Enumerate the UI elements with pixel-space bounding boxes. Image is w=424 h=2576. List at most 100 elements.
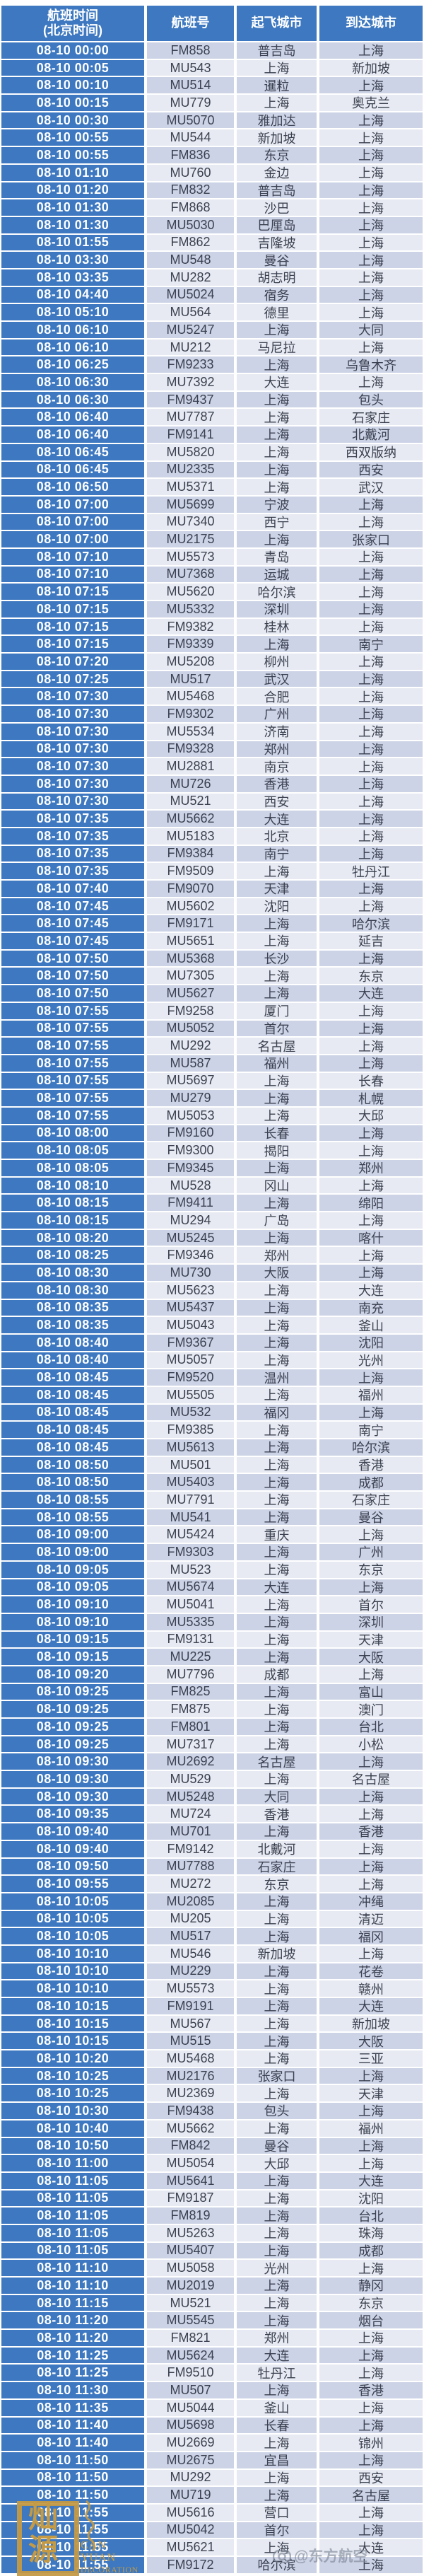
flight-no-cell: MU532	[147, 1404, 234, 1421]
from-city-cell: 上海	[237, 461, 317, 478]
to-city-cell: 上海	[319, 269, 423, 286]
time-cell: 08-10 06:25	[1, 356, 144, 373]
to-city-cell: 上海	[319, 129, 423, 146]
from-city-cell: 柳州	[237, 654, 317, 670]
from-city-cell: 西安	[237, 793, 317, 810]
from-city-cell: 上海	[237, 1299, 317, 1316]
time-cell: 08-10 01:10	[1, 164, 144, 181]
from-city-cell: 上海	[237, 985, 317, 1002]
from-city-cell: 宁波	[237, 496, 317, 513]
from-city-cell: 上海	[237, 2050, 317, 2067]
time-cell: 08-10 07:00	[1, 531, 144, 547]
time-cell: 08-10 09:05	[1, 1561, 144, 1578]
from-city-cell: 上海	[237, 356, 317, 373]
to-city-cell: 南充	[319, 1299, 423, 1316]
time-cell: 08-10 07:55	[1, 1020, 144, 1037]
time-cell: 08-10 07:30	[1, 775, 144, 792]
flight-no-cell: FM9328	[147, 741, 234, 758]
to-city-cell: 札幌	[319, 1090, 423, 1106]
to-city-cell: 长春	[319, 1072, 423, 1089]
flight-no-cell: FM868	[147, 199, 234, 216]
canyuan-seal-watermark: 灿 源 CAN YUAN DECORATION	[13, 2498, 138, 2576]
flight-schedule-table: 航班时间 (北京时间) 航班号 起飞城市 到达城市 08-10 00:00 FM8…	[1, 6, 423, 2573]
flight-no-cell: MU521	[147, 2294, 234, 2311]
flight-no-cell: MU7788	[147, 1858, 234, 1875]
time-cell: 08-10 08:45	[1, 1422, 144, 1438]
time-cell: 08-10 09:05	[1, 1579, 144, 1596]
to-city-cell: 石家庄	[319, 409, 423, 426]
to-city-cell: 上海	[319, 77, 423, 94]
from-city-cell: 青岛	[237, 548, 317, 565]
seal-english-line1: CAN YUAN	[81, 2539, 117, 2564]
flight-no-cell: MU7340	[147, 514, 234, 530]
flight-no-cell: MU2176	[147, 2067, 234, 2084]
time-cell: 08-10 07:10	[1, 548, 144, 565]
to-city-cell: 上海	[319, 496, 423, 513]
from-city-cell: 宿务	[237, 286, 317, 303]
flight-no-cell: MU587	[147, 1055, 234, 1072]
to-city-cell: 哈尔滨	[319, 915, 423, 932]
flight-no-cell: MU2692	[147, 1753, 234, 1770]
to-city-cell: 上海	[319, 601, 423, 617]
from-city-cell: 新加坡	[237, 129, 317, 146]
time-cell: 08-10 10:20	[1, 2050, 144, 2067]
to-city-cell: 上海	[319, 2399, 423, 2416]
time-cell: 08-10 07:15	[1, 636, 144, 653]
time-cell: 08-10 06:45	[1, 443, 144, 460]
time-cell: 08-10 10:10	[1, 1963, 144, 1980]
time-cell: 08-10 11:05	[1, 2224, 144, 2241]
flight-no-cell: MU523	[147, 1561, 234, 1578]
to-city-cell: 上海	[319, 793, 423, 810]
time-cell: 08-10 09:25	[1, 1683, 144, 1700]
time-cell: 08-10 10:10	[1, 1980, 144, 1997]
from-city-cell: 上海	[237, 1910, 317, 1927]
from-city-cell: 上海	[237, 1963, 317, 1980]
time-cell: 08-10 11:55	[1, 2557, 144, 2573]
from-city-cell: 牡丹江	[237, 2365, 317, 2381]
from-city-cell: 德里	[237, 304, 317, 320]
time-cell: 08-10 09:15	[1, 1631, 144, 1648]
from-city-cell: 上海	[237, 1561, 317, 1578]
to-city-cell: 郑州	[319, 1160, 423, 1176]
flight-no-cell: MU5030	[147, 216, 234, 233]
flight-no-cell: FM9411	[147, 1195, 234, 1212]
time-cell: 08-10 09:40	[1, 1840, 144, 1857]
flight-no-cell: MU517	[147, 1928, 234, 1944]
from-city-cell: 张家口	[237, 2067, 317, 2084]
time-cell: 08-10 09:25	[1, 1701, 144, 1717]
flight-no-cell: MU5041	[147, 1596, 234, 1613]
time-cell: 08-10 10:40	[1, 2120, 144, 2137]
flight-no-cell: MU5505	[147, 1386, 234, 1403]
to-city-cell: 上海	[319, 950, 423, 967]
flight-no-cell: FM9437	[147, 391, 234, 408]
to-city-cell: 上海	[319, 1840, 423, 1857]
to-city-cell: 上海	[319, 199, 423, 216]
from-city-cell: 上海	[237, 1683, 317, 1700]
flight-no-cell: MU5662	[147, 2120, 234, 2137]
to-city-cell: 武汉	[319, 479, 423, 495]
from-city-cell: 郑州	[237, 2330, 317, 2346]
from-city-cell: 东京	[237, 147, 317, 163]
from-city-cell: 普吉岛	[237, 42, 317, 59]
flight-no-cell: MU529	[147, 1771, 234, 1787]
from-city-cell: 上海	[237, 1352, 317, 1369]
flight-no-cell: MU5263	[147, 2224, 234, 2241]
to-city-cell: 南宁	[319, 1422, 423, 1438]
time-cell: 08-10 08:55	[1, 1492, 144, 1508]
time-cell: 08-10 08:10	[1, 1177, 144, 1194]
to-city-cell: 福冈	[319, 1928, 423, 1944]
to-city-cell: 上海	[319, 2365, 423, 2381]
to-city-cell: 烟台	[319, 2312, 423, 2329]
to-city-cell: 上海	[319, 234, 423, 251]
from-city-cell: 沈阳	[237, 898, 317, 915]
to-city-cell: 东京	[319, 968, 423, 985]
to-city-cell: 福州	[319, 1386, 423, 1403]
time-cell: 08-10 11:25	[1, 2347, 144, 2364]
flight-no-cell: MU2369	[147, 2085, 234, 2102]
flight-no-cell: MU5052	[147, 1020, 234, 1037]
to-city-cell: 上海	[319, 706, 423, 722]
to-city-cell: 张家口	[319, 531, 423, 547]
to-city-cell: 名古屋	[319, 1771, 423, 1787]
flight-no-cell: MU7317	[147, 1736, 234, 1753]
time-cell: 08-10 09:00	[1, 1544, 144, 1560]
